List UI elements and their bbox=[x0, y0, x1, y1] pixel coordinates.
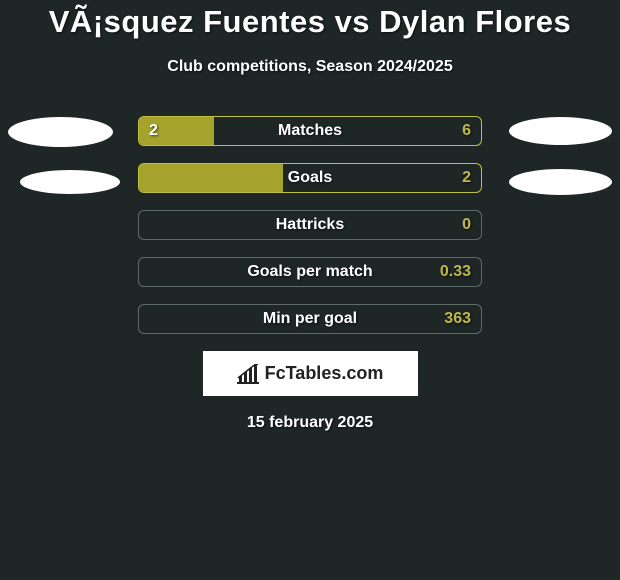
team-right-avatar-placeholder bbox=[509, 169, 612, 195]
comparison-subtitle: Club competitions, Season 2024/2025 bbox=[0, 58, 620, 76]
stat-row: 0.33Goals per match bbox=[138, 257, 482, 287]
brand-badge: FcTables.com bbox=[203, 351, 418, 396]
stat-row: 0Hattricks bbox=[138, 210, 482, 240]
stat-label: Matches bbox=[139, 117, 481, 145]
comparison-title: VÃ¡squez Fuentes vs Dylan Flores bbox=[0, 4, 620, 40]
player-left-avatar-placeholder bbox=[8, 117, 113, 147]
stat-row: 26Matches bbox=[138, 116, 482, 146]
stat-rows: 26Matches 2Goals 0Hattricks 0.33Goals per m… bbox=[138, 116, 482, 334]
comparison-date: 15 february 2025 bbox=[0, 414, 620, 432]
stat-row: 363Min per goal bbox=[138, 304, 482, 334]
brand-name: FcTables.com bbox=[265, 363, 384, 384]
player-right-avatar-placeholder bbox=[509, 117, 612, 145]
stat-label: Hattricks bbox=[139, 211, 481, 239]
stat-label: Goals bbox=[139, 164, 481, 192]
team-left-avatar-placeholder bbox=[20, 170, 120, 194]
bar-chart-icon bbox=[237, 364, 259, 384]
stat-label: Min per goal bbox=[139, 305, 481, 333]
stat-row: 2Goals bbox=[138, 163, 482, 193]
stat-label: Goals per match bbox=[139, 258, 481, 286]
comparison-chart: 26Matches 2Goals 0Hattricks 0.33Goals per m… bbox=[0, 116, 620, 334]
